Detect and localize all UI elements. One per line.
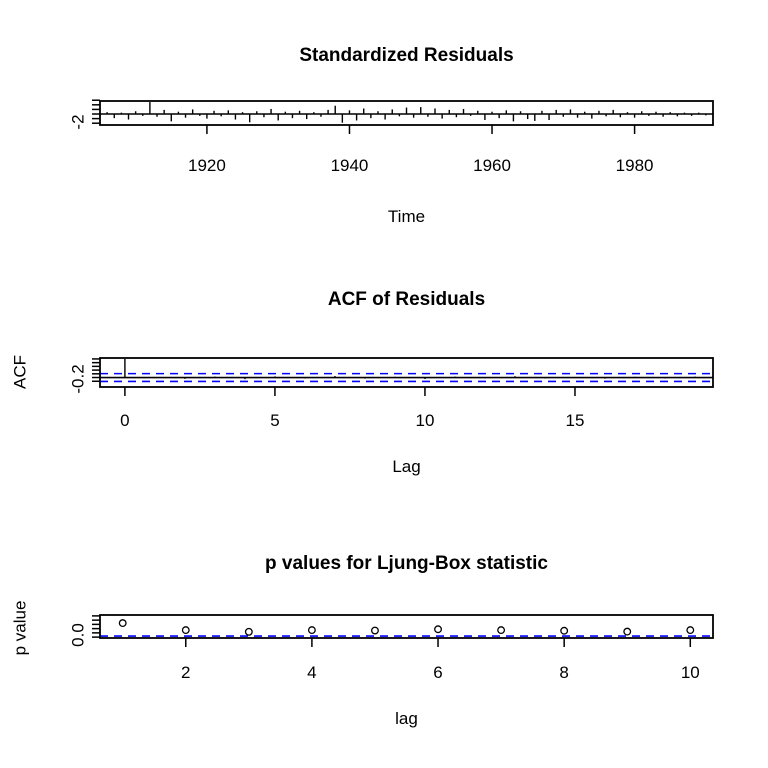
acf-of-residuals-x-tick-label: 0 (120, 411, 129, 430)
ljung-box-p-values-x-tick-label: 2 (181, 663, 190, 682)
ljung-box-p-values-point (307, 626, 316, 635)
standardized-residuals-x-tick-label: 1940 (331, 156, 369, 175)
standardized-residuals-plot-box (99, 100, 714, 126)
ljung-box-p-values-point (181, 626, 190, 635)
ljung-box-p-values-plot-box (99, 614, 714, 639)
ljung-box-p-values-point (686, 626, 695, 635)
acf-title: ACF of Residuals (327, 289, 486, 310)
ljung-box-p-values-point (118, 619, 127, 628)
acf-of-residuals-x-tick-label: 10 (415, 411, 434, 430)
acf-xlabel: Lag (392, 457, 421, 476)
ljung-box-p-values-point (244, 627, 253, 636)
ljung-box-p-values-point (623, 627, 632, 636)
standardized-residuals-x-tick-label: 1960 (473, 156, 511, 175)
pvalue-ytick-label: 0.0 (68, 623, 88, 647)
ljung-box-p-values-point (560, 626, 569, 635)
pvalue-title: p values for Ljung-Box statistic (265, 553, 548, 574)
ljung-box-p-values-x-tick-label: 6 (433, 663, 442, 682)
standardized-residuals-x-tick-label: 1980 (616, 156, 654, 175)
ljung-box-p-values-x-tick-label: 10 (681, 663, 700, 682)
acf-of-residuals-plot-box (99, 357, 714, 388)
pvalue-ylabel: p value (10, 600, 30, 656)
pvalue-xlabel: lag (395, 709, 418, 728)
acf-of-residuals-x-tick-label: 15 (566, 411, 585, 430)
acf-ylabel: ACF (10, 355, 30, 389)
acf-of-residuals-x-tick-label: 5 (270, 411, 279, 430)
residuals-xlabel: Time (387, 207, 426, 226)
acf-ytick-label: -0.2 (68, 364, 88, 394)
ljung-box-p-values-x-tick-label: 8 (559, 663, 568, 682)
ljung-box-p-values-point (497, 626, 506, 635)
ljung-box-p-values-point (434, 625, 442, 634)
ljung-box-p-values-x-tick-label: 4 (307, 663, 316, 682)
residuals-ytick-label: -2 (68, 114, 88, 130)
standardized-residuals-x-tick-label: 1920 (188, 156, 226, 175)
residuals-title: Standardized Residuals (299, 45, 514, 66)
ljung-box-p-values-point (371, 626, 379, 635)
